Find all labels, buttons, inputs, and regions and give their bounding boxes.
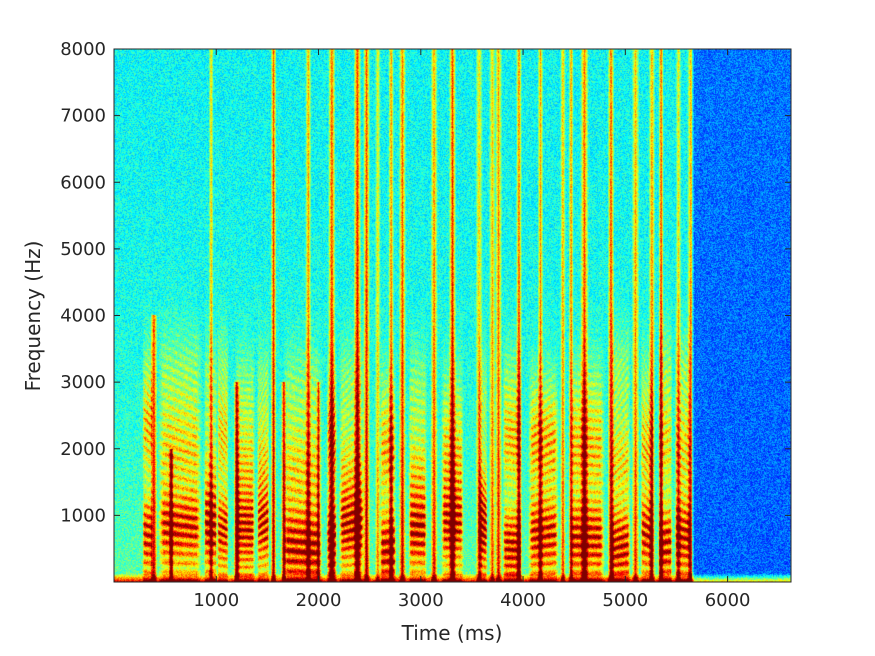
y-tick-label: 7000 xyxy=(60,106,106,127)
x-tick-label: 6000 xyxy=(705,590,751,611)
x-axis-ticks: 1000 2000 3000 4000 5000 6000 xyxy=(193,49,751,611)
y-tick-label: 3000 xyxy=(60,372,106,393)
x-tick-label: 4000 xyxy=(500,590,546,611)
y-tick-label: 1000 xyxy=(60,505,106,526)
y-axis-label: Frequency (Hz) xyxy=(21,241,45,392)
y-axis-ticks: 1000 2000 3000 4000 5000 6000 7000 8000 xyxy=(60,39,791,526)
y-tick-label: 5000 xyxy=(60,239,106,260)
y-tick-label: 6000 xyxy=(60,172,106,193)
plot-area xyxy=(114,49,791,582)
y-tick-label: 4000 xyxy=(60,306,106,327)
x-tick-label: 2000 xyxy=(296,590,342,611)
x-tick-label: 3000 xyxy=(398,590,444,611)
x-tick-label: 5000 xyxy=(602,590,648,611)
x-tick-label: 1000 xyxy=(193,590,239,611)
x-axis-label: Time (ms) xyxy=(401,621,503,645)
spectrogram-heatmap xyxy=(114,49,791,582)
y-tick-label: 8000 xyxy=(60,39,106,60)
y-tick-label: 2000 xyxy=(60,439,106,460)
